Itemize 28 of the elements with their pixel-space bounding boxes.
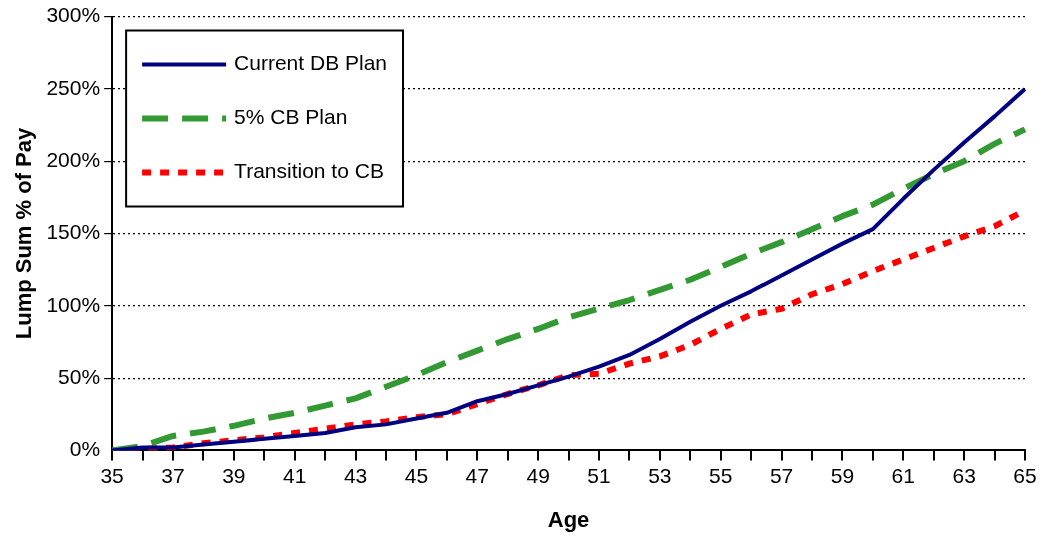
x-tick-label: 49	[526, 463, 550, 487]
x-tick-label: 41	[283, 463, 307, 487]
legend-label: Transition to CB	[234, 159, 384, 183]
x-tick-label: 61	[891, 463, 915, 487]
x-tick-label: 63	[952, 463, 976, 487]
x-tick-label: 65	[1013, 463, 1037, 487]
y-tick-label: 100%	[46, 292, 101, 316]
legend-label: 5% CB Plan	[234, 105, 348, 129]
x-tick-label: 45	[404, 463, 429, 487]
x-tick-label: 57	[769, 463, 794, 487]
y-tick-label: 50%	[58, 364, 101, 388]
x-tick-label: 37	[161, 463, 185, 487]
x-tick-label: 43	[343, 463, 368, 487]
y-tick-label: 300%	[46, 3, 101, 27]
y-tick-label: 150%	[46, 220, 101, 244]
x-tick-label: 35	[100, 463, 124, 487]
x-tick-label: 55	[709, 463, 733, 487]
y-axis-title: Lump Sum % of Pay	[11, 127, 37, 340]
x-tick-label: 59	[830, 463, 855, 487]
x-axis-title: Age	[547, 506, 590, 532]
legend-label: Current DB Plan	[234, 51, 388, 75]
x-tick-label: 39	[222, 463, 246, 487]
x-tick-label: 53	[648, 463, 672, 487]
x-tick-label: 51	[587, 463, 611, 487]
y-tick-label: 200%	[46, 148, 101, 171]
y-tick-label: 250%	[46, 75, 101, 99]
y-tick-label: 0%	[69, 437, 101, 461]
x-tick-label: 47	[465, 463, 489, 487]
